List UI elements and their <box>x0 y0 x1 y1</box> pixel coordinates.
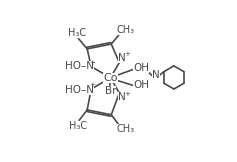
Text: OH: OH <box>133 80 149 90</box>
Text: CH₃: CH₃ <box>117 25 135 35</box>
Text: +: + <box>89 59 95 66</box>
Text: H₃C: H₃C <box>68 28 87 38</box>
Text: +: + <box>124 91 130 97</box>
Text: +: + <box>89 82 95 88</box>
Text: Br: Br <box>105 86 116 96</box>
Text: CH₃: CH₃ <box>116 124 134 134</box>
Text: N: N <box>118 92 126 102</box>
Text: +: + <box>124 52 130 58</box>
Text: H₃C: H₃C <box>69 121 87 131</box>
Text: Co: Co <box>103 73 118 83</box>
Text: N: N <box>152 70 160 80</box>
Text: N: N <box>118 53 126 63</box>
Text: HO–N: HO–N <box>65 61 94 71</box>
Text: HO–N: HO–N <box>65 85 94 95</box>
Text: OH: OH <box>133 63 149 73</box>
